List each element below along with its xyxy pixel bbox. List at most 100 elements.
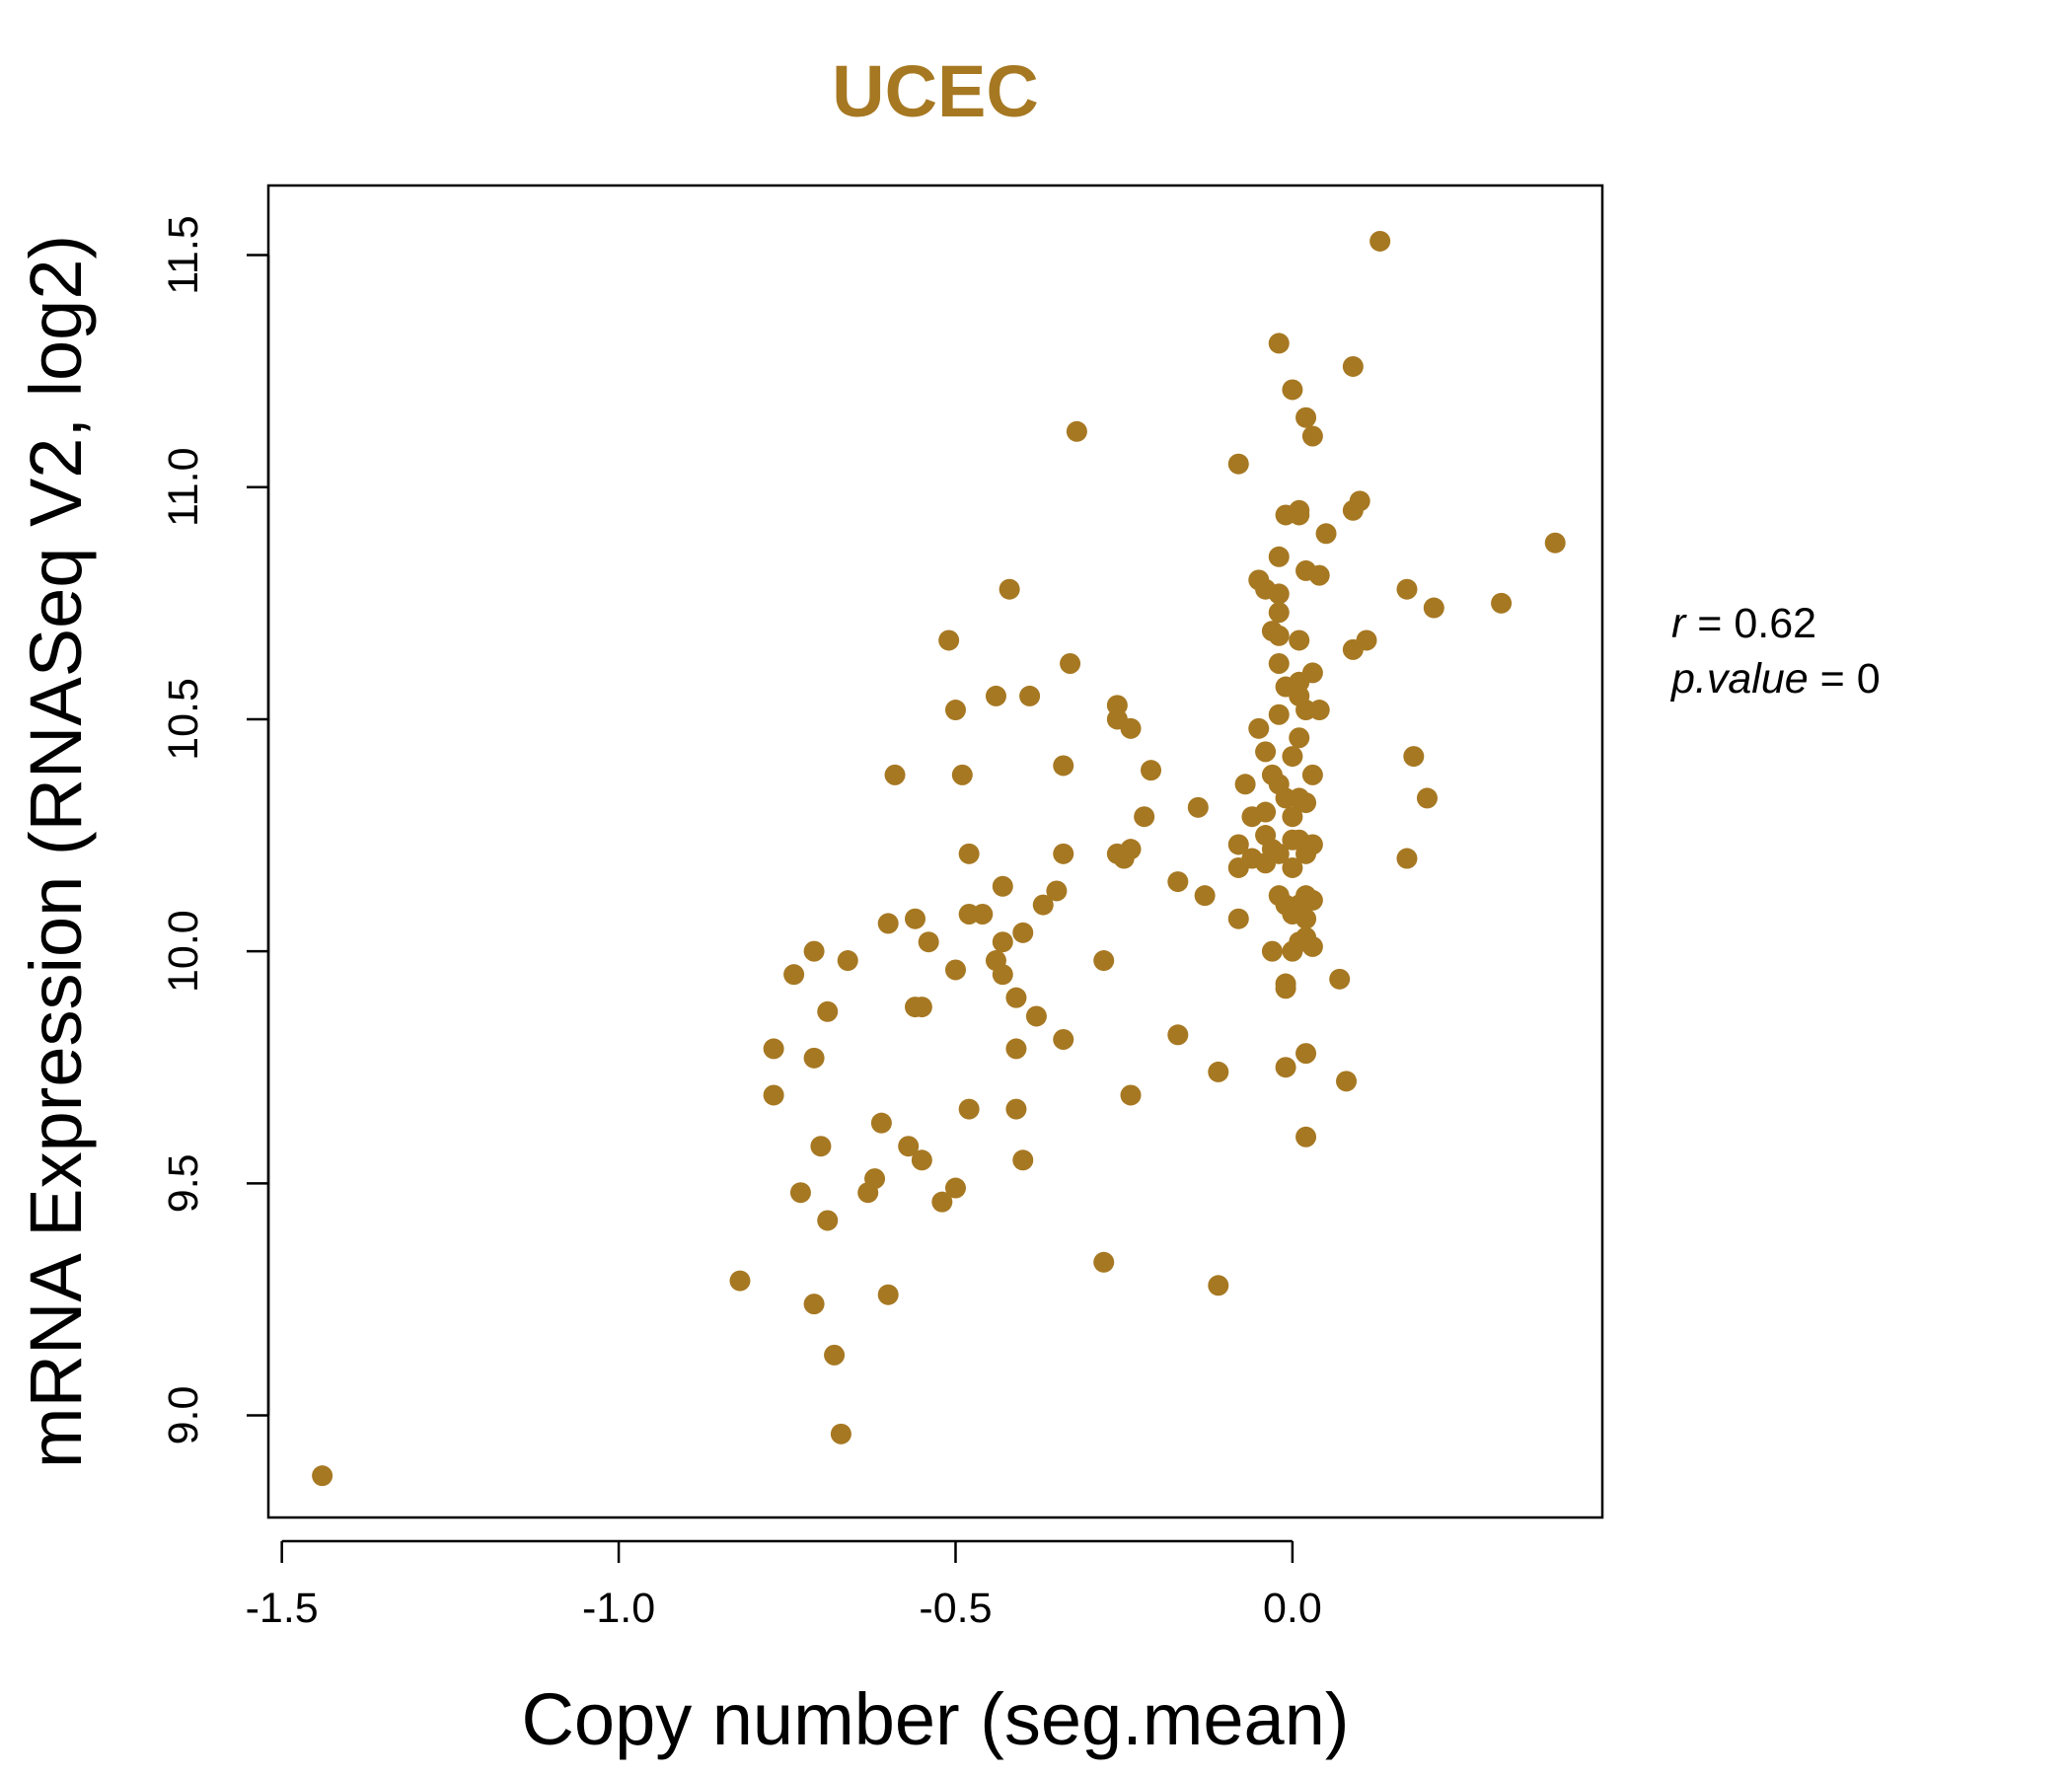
y-tick-label: 9.5 [160, 1153, 207, 1213]
data-point [1053, 755, 1074, 777]
data-point [1046, 880, 1068, 902]
data-point [1120, 839, 1142, 860]
data-point [1295, 1126, 1317, 1147]
data-point [1268, 583, 1290, 605]
data-point [944, 1177, 966, 1199]
data-point [877, 1284, 899, 1305]
chart-title: UCEC [832, 50, 1039, 132]
data-point [1060, 652, 1081, 674]
p-label: p.value [1669, 655, 1809, 703]
data-point [810, 1136, 832, 1157]
data-point [1295, 908, 1317, 929]
data-point [789, 1182, 811, 1204]
r-statistic: r = 0.62 [1671, 600, 1816, 647]
data-point [817, 1210, 839, 1231]
data-point [1301, 764, 1323, 785]
data-point [1167, 1024, 1189, 1046]
data-point [1356, 629, 1377, 651]
data-point [1268, 333, 1290, 354]
data-point [918, 931, 939, 953]
data-point [1301, 935, 1323, 957]
data-point [1187, 796, 1209, 818]
data-point [1093, 950, 1115, 972]
y-tick-label: 10.5 [160, 678, 207, 761]
data-point [1005, 1098, 1027, 1120]
r-equals: = [1697, 600, 1734, 647]
data-point [985, 685, 1006, 706]
x-axis-title: Copy number (seg.mean) [521, 1678, 1349, 1760]
data-point [1295, 1043, 1317, 1065]
r-label: r [1671, 600, 1687, 647]
data-point [1544, 532, 1566, 554]
data-point [944, 959, 966, 981]
data-point [1423, 597, 1444, 619]
data-point [1396, 578, 1418, 600]
y-tick-label: 11.0 [160, 447, 207, 527]
data-point [911, 1149, 932, 1171]
data-point [1005, 987, 1027, 1008]
data-point [1301, 889, 1323, 911]
data-point [783, 964, 805, 986]
data-point [958, 1098, 980, 1120]
data-point [1012, 1149, 1034, 1171]
data-point [1289, 499, 1310, 521]
y-tick-label: 9.0 [160, 1386, 207, 1445]
x-tick-label: -0.5 [919, 1585, 992, 1632]
data-point [1261, 940, 1283, 962]
data-point [1248, 717, 1270, 739]
data-point [1349, 490, 1370, 512]
y-tick-label: 10.0 [160, 910, 207, 993]
data-point [1120, 1084, 1142, 1106]
data-point [1308, 700, 1330, 721]
data-point [1416, 787, 1438, 809]
y-axis: 9.0 9.5 10.0 10.5 11.0 11.5 [160, 215, 270, 1445]
data-point [1403, 746, 1425, 768]
data-point [877, 913, 899, 934]
data-point [1329, 968, 1351, 990]
data-point [938, 629, 960, 651]
data-point [1282, 806, 1303, 828]
data-point [763, 1038, 784, 1060]
data-point [1255, 801, 1277, 823]
r-value: 0.62 [1734, 600, 1816, 647]
data-point [1120, 717, 1142, 739]
data-point [911, 997, 932, 1018]
data-point [1282, 746, 1303, 768]
data-point [1268, 652, 1290, 674]
data-point [1194, 885, 1216, 907]
data-point [1289, 727, 1310, 749]
data-point [312, 1465, 333, 1487]
data-point [1227, 453, 1249, 475]
data-point [951, 764, 973, 785]
data-points [312, 230, 1566, 1487]
data-point [1012, 922, 1034, 943]
data-point [1019, 685, 1041, 706]
data-point [1275, 973, 1296, 995]
data-point [1234, 774, 1256, 795]
data-point [999, 578, 1020, 600]
data-point [1275, 1057, 1296, 1078]
data-point [992, 964, 1013, 986]
data-point [830, 1423, 851, 1444]
data-point [824, 1344, 846, 1366]
data-point [1282, 856, 1303, 878]
data-point [1342, 355, 1364, 377]
data-point [1005, 1038, 1027, 1060]
data-point [1289, 629, 1310, 651]
p-statistic: p.value = 0 [1669, 655, 1881, 703]
y-tick-label: 11.5 [160, 215, 207, 295]
data-point [972, 904, 994, 925]
p-equals: = [1820, 655, 1857, 703]
data-point [1053, 843, 1074, 864]
data-point [944, 700, 966, 721]
data-point [870, 1112, 892, 1134]
data-point [1301, 425, 1323, 447]
data-point [1032, 894, 1054, 916]
data-point [1268, 625, 1290, 646]
data-point [1336, 1071, 1358, 1092]
data-point [1025, 1005, 1047, 1027]
p-value: 0 [1857, 655, 1881, 703]
x-axis: -1.5 -1.0 -0.5 0.0 [246, 1539, 1322, 1632]
data-point [1208, 1275, 1229, 1296]
